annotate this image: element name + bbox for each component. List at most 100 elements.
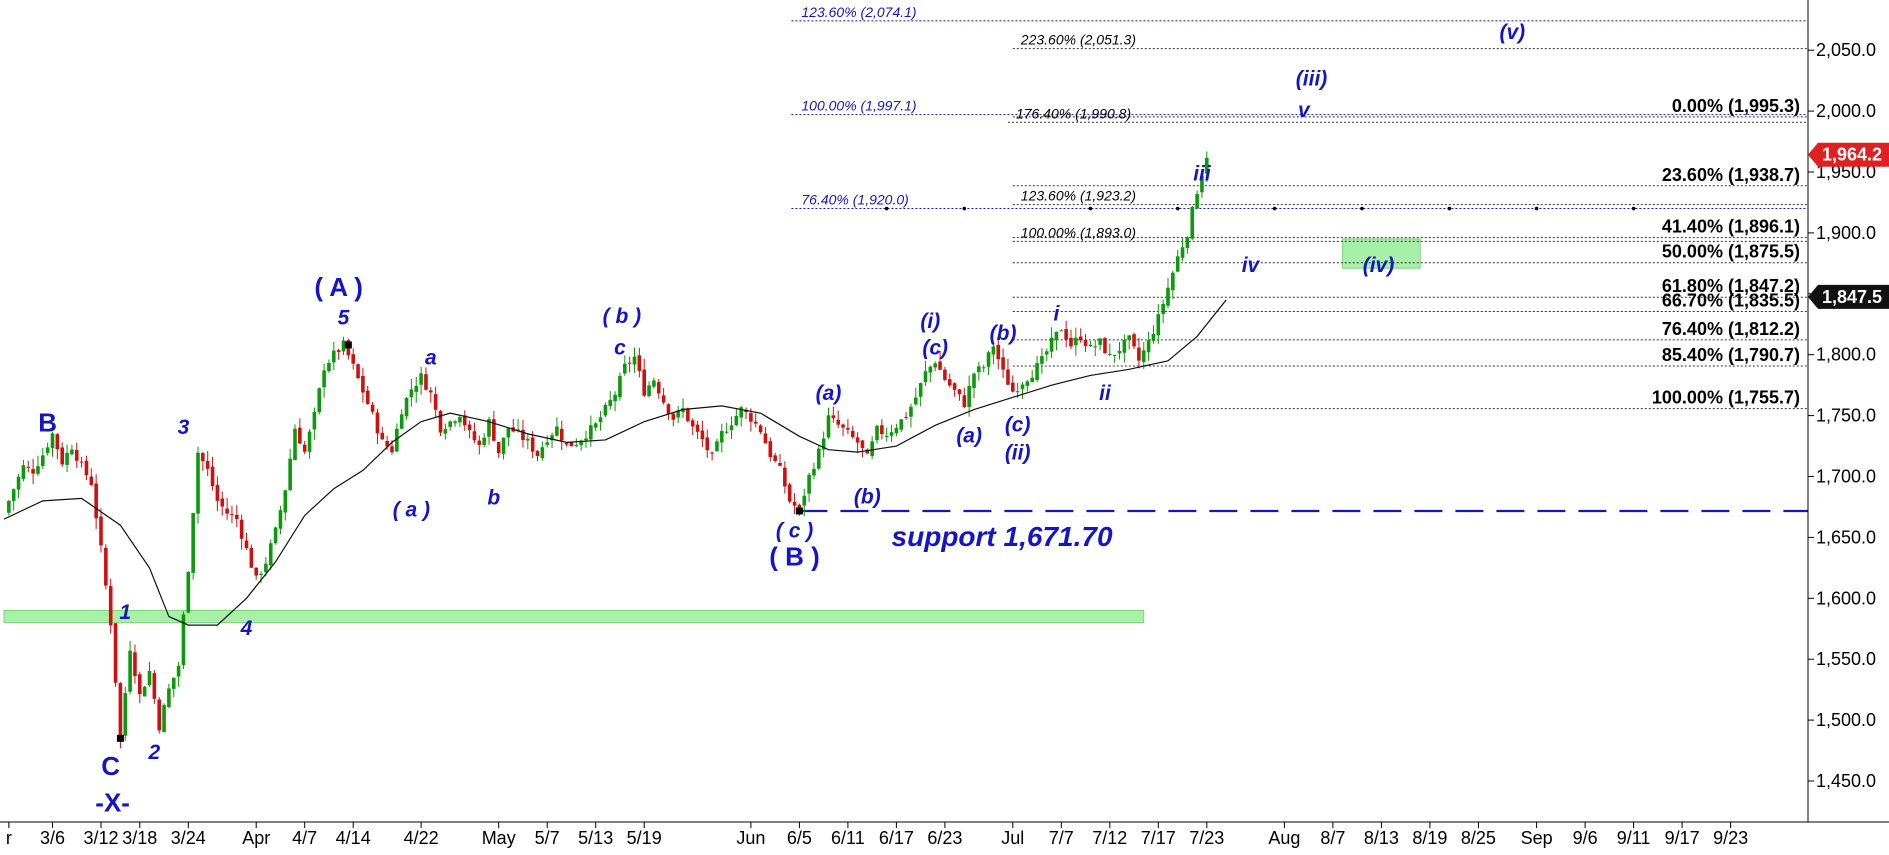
candle-body (26, 466, 31, 468)
candle-body (938, 361, 942, 370)
candle-body (623, 363, 627, 374)
level-dot (1631, 206, 1636, 211)
candle-body (506, 428, 511, 438)
candle-body (404, 397, 409, 417)
candle-body (608, 399, 613, 406)
level-price-tag: 1,847.5 (1808, 284, 1889, 309)
x-tick-label: Jun (736, 828, 765, 848)
level-price-tag-box (1808, 284, 1889, 309)
pivot-marker (116, 734, 124, 742)
x-tick-label: 6/5 (787, 828, 812, 848)
fib-label: 41.40% (1,896.1) (1662, 217, 1800, 237)
candle-body (627, 362, 632, 364)
candle-body (1001, 357, 1005, 370)
candle-body (336, 350, 341, 353)
candle-body (45, 447, 50, 453)
last-price-tag-text: 1,964.2 (1822, 145, 1882, 165)
candle-body (1078, 336, 1083, 341)
candle-body (1112, 354, 1117, 356)
candle-body (690, 420, 695, 427)
candle-body (433, 394, 438, 410)
candle-body (778, 462, 782, 466)
highlight-zones (3, 238, 1421, 624)
wave-label: ( A ) (314, 272, 363, 302)
candle-body (443, 429, 448, 434)
x-tick-label: 5/13 (578, 828, 613, 848)
candle-body (462, 415, 467, 426)
candle-body (268, 543, 273, 566)
fib-label: 50.00% (1,875.5) (1662, 242, 1800, 262)
candle-body (720, 431, 724, 443)
candle-body (50, 433, 55, 449)
candle-body (613, 394, 617, 402)
candle-body (923, 371, 928, 383)
x-tick-label: 6/11 (831, 828, 865, 848)
y-tick-label: 1,950.0 (1816, 162, 1876, 182)
candle-body (1156, 314, 1161, 336)
candle-body (729, 425, 734, 431)
wave-label: (c) (1005, 413, 1031, 436)
candle-body (1025, 381, 1030, 386)
support-label: support 1,671.70 (892, 521, 1113, 552)
candle-body (749, 413, 753, 422)
wave-label: c (614, 337, 626, 360)
y-tick-label: 1,900.0 (1816, 223, 1876, 243)
wave-label: (iii) (1296, 68, 1328, 91)
candle-body (79, 461, 84, 463)
candle-body (467, 424, 472, 431)
x-tick-label: 4/14 (336, 828, 371, 848)
wave-label: 1 (119, 601, 131, 624)
candle-body (157, 699, 161, 731)
fib-label-blue: 123.60% (2,074.1) (801, 4, 916, 20)
y-tick-label: 2,000.0 (1816, 101, 1876, 121)
candle-body (569, 442, 574, 447)
candle-body (967, 385, 971, 407)
y-tick-label: 1,750.0 (1816, 406, 1876, 426)
candle-body (783, 467, 787, 487)
wave-label: (ii) (1005, 441, 1031, 464)
candle-body (724, 431, 729, 433)
x-tick-label: 8/25 (1461, 828, 1496, 848)
x-tick-label: Sep (1521, 828, 1553, 848)
fib-label-blue: 100.00% (1,997.1) (801, 98, 916, 114)
candle-body (356, 364, 360, 378)
candle-body (1166, 287, 1170, 306)
candle-body (487, 418, 491, 437)
candle-body (773, 455, 777, 461)
candle-body (1146, 340, 1151, 353)
x-tick-label: 3/18 (122, 828, 157, 848)
candle-body (797, 504, 802, 508)
candle-body (642, 369, 646, 396)
candle-body (1108, 354, 1112, 356)
candle-body (564, 442, 569, 445)
candle-body (850, 430, 855, 437)
wave-label: i (1054, 303, 1061, 326)
candle-body (855, 437, 860, 443)
candle-body (307, 431, 312, 452)
candle-body (637, 355, 642, 371)
candle-body (181, 614, 186, 666)
candle-body (138, 674, 142, 695)
candle-body (555, 426, 559, 436)
candle-body (758, 425, 763, 433)
wave-label: (b) (854, 485, 881, 508)
candle-body (787, 484, 792, 502)
wave-label: (v) (1500, 21, 1526, 44)
candle-body (399, 414, 404, 429)
candle-body (176, 665, 181, 677)
candle-body (302, 444, 307, 452)
x-tick-label: Apr (242, 828, 270, 848)
y-tick-label: 1,500.0 (1816, 710, 1876, 730)
y-tick-label: 1,700.0 (1816, 467, 1876, 487)
x-tick-label: 9/23 (1713, 828, 1748, 848)
candle-body (492, 419, 496, 441)
pivot-marker (344, 341, 352, 349)
candle-body (686, 408, 690, 422)
candle-body (1088, 344, 1093, 347)
candle-body (332, 350, 336, 363)
candle-body (589, 425, 593, 440)
candle-body (239, 519, 244, 539)
candle-body (458, 416, 462, 423)
y-tick-label: 1,600.0 (1816, 588, 1876, 608)
candle-body (1171, 272, 1175, 291)
